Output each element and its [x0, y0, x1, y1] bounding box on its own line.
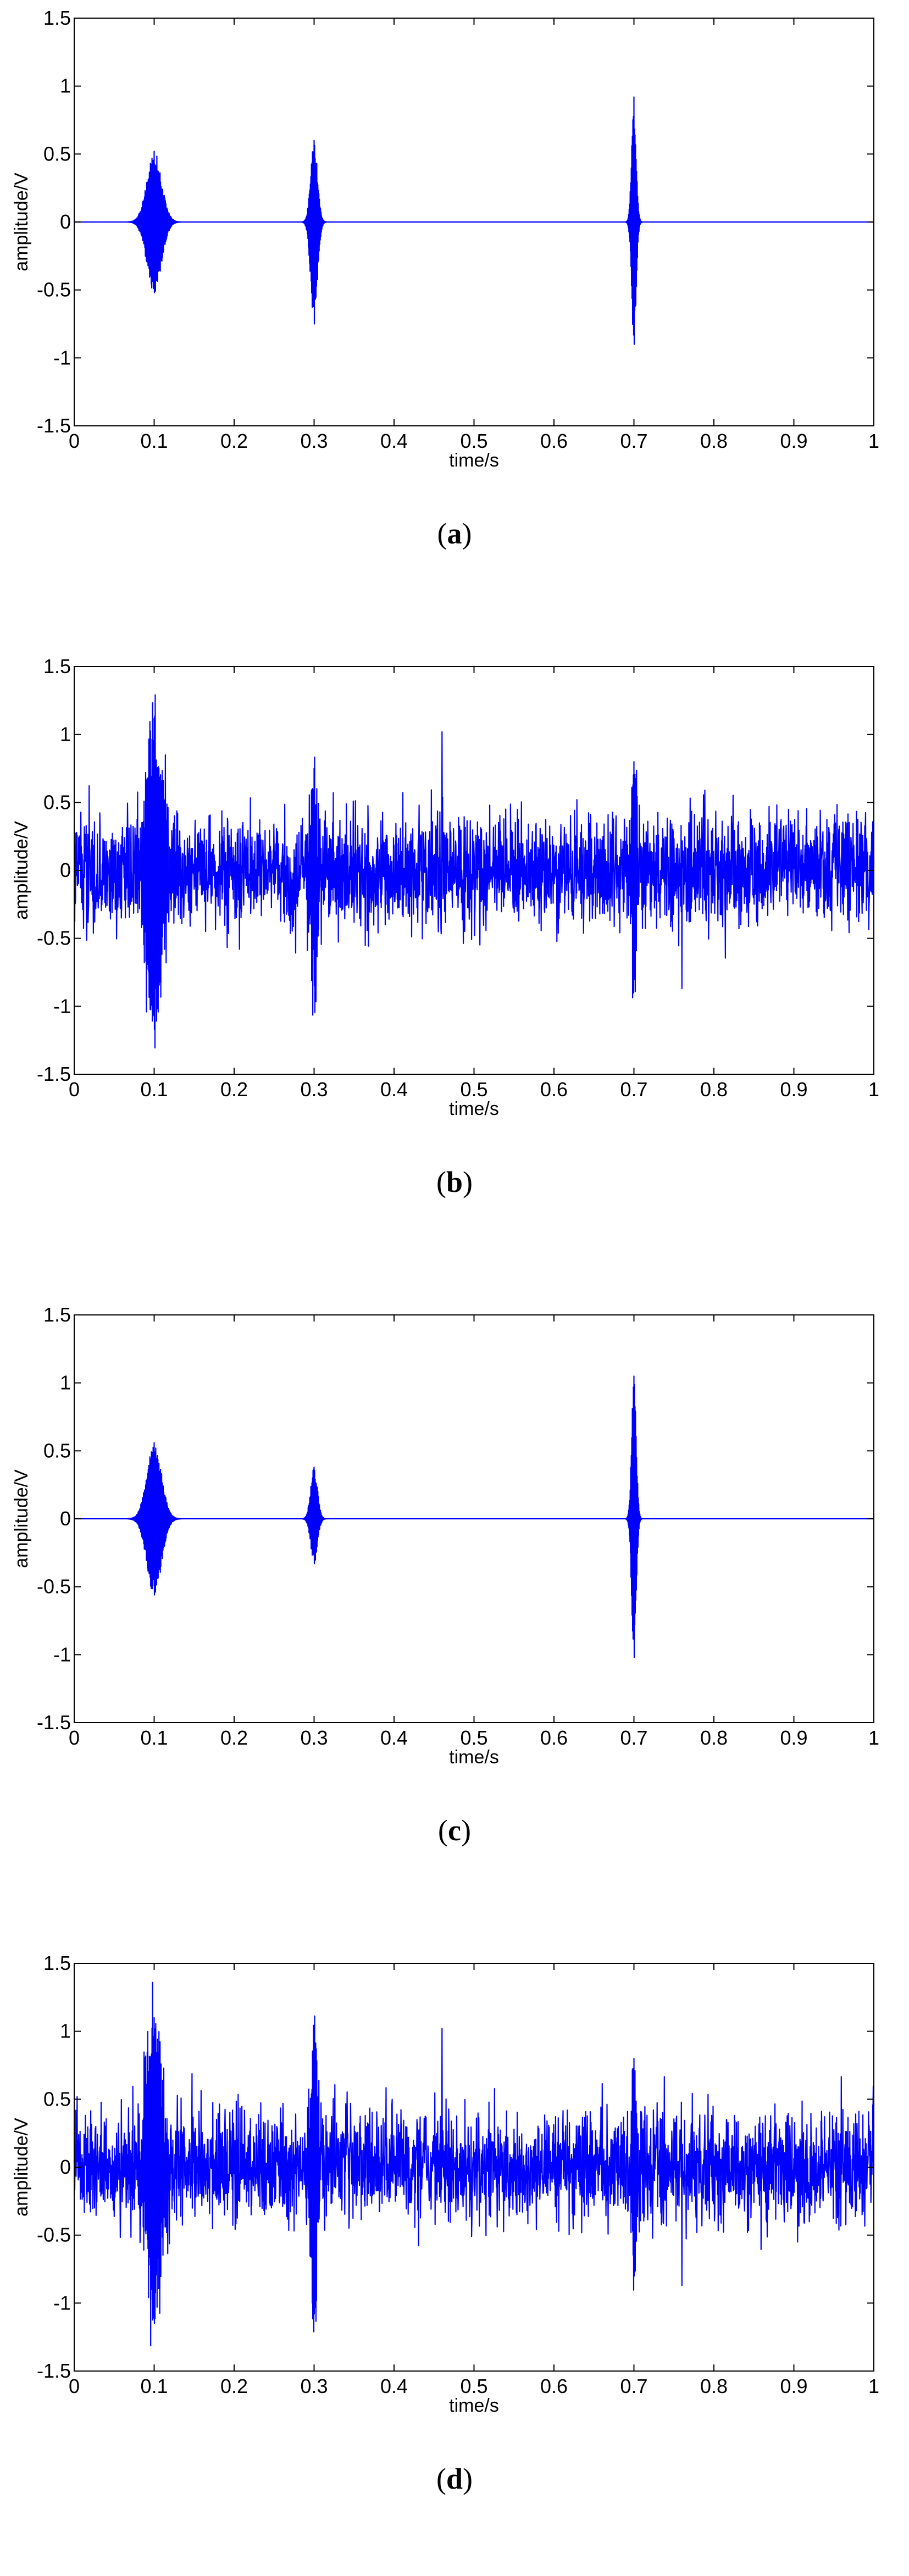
y-tick-label: 1	[60, 723, 71, 746]
x-tick-label: 0.1	[140, 430, 168, 452]
y-tick-label: -1.5	[37, 1711, 71, 1734]
x-tick-label: 0	[69, 2375, 80, 2397]
y-tick-label: -1	[53, 346, 71, 369]
y-axis-label: amplitude/V	[11, 2118, 32, 2217]
x-tick-label: 0.7	[620, 1078, 647, 1101]
chart-panel-a: 0 0.1 0.2 0.3 0.4 0.5 0.6 0.7 0.8 0.9 1 -1.5 -1 -0.5 0…	[0, 0, 909, 631]
x-tick-label: 0.7	[620, 430, 647, 452]
x-axis-label: time/s	[449, 2395, 499, 2416]
x-tick-label: 0.6	[540, 1726, 568, 1749]
signal-line	[73, 694, 875, 1049]
x-tick-label: 1	[868, 1078, 879, 1101]
x-tick-label: 0.6	[540, 2375, 568, 2397]
x-tick-label: 0.9	[780, 1078, 807, 1101]
x-tick-label: 0.4	[380, 2375, 408, 2397]
panel-caption-c: (c)	[438, 1814, 471, 1847]
signal-line	[73, 1981, 875, 2346]
x-tick-label: 0.2	[220, 1726, 248, 1749]
signal-line	[74, 96, 874, 345]
panel-caption-d: (d)	[436, 2462, 473, 2495]
y-tick-label: -1	[53, 995, 71, 1017]
x-tick-label: 0.1	[140, 1726, 168, 1749]
y-tick-label: -0.5	[37, 279, 71, 301]
panel-caption-b: (b)	[436, 1165, 473, 1198]
y-tick-label: 0	[60, 2156, 71, 2178]
y-tick-label: -1	[53, 1643, 71, 1665]
x-tick-label: 0.2	[220, 430, 248, 452]
x-axis-label: time/s	[449, 450, 499, 471]
y-tick-label: -0.5	[37, 1575, 71, 1598]
x-tick-label: 0.5	[460, 430, 487, 452]
chart-d: 0 0.1 0.2 0.3 0.4 0.5 0.6 0.7 0.8 0.9 1 -1.5 -1 -0.5 0…	[11, 1952, 879, 2416]
y-tick-label: 0	[60, 210, 71, 233]
y-tick-label: -1	[53, 2291, 71, 2314]
chart-panel-b: 0 0.1 0.2 0.3 0.4 0.5 0.6 0.7 0.8 0.9 1 -1.5 -1 -0.5 0…	[0, 648, 909, 1279]
y-axis-label: amplitude/V	[11, 821, 32, 920]
x-tick-label: 0.3	[300, 2375, 328, 2397]
x-tick-label: 1	[868, 2375, 879, 2397]
x-tick-label: 0.3	[300, 1726, 328, 1749]
y-tick-label: -0.5	[37, 2224, 71, 2246]
y-tick-label: 1.5	[43, 7, 71, 29]
y-tick-label: 1.5	[43, 1952, 71, 1974]
x-tick-label: 0.8	[700, 1078, 728, 1101]
x-tick-label: 0	[69, 430, 80, 452]
y-tick-label: 0.5	[43, 1439, 71, 1462]
y-tick-label: 1.5	[43, 655, 71, 678]
y-tick-label: 0	[60, 1507, 71, 1530]
x-axis-label: time/s	[449, 1098, 499, 1119]
x-tick-label: 0.6	[540, 430, 568, 452]
x-tick-label: 0.9	[780, 430, 807, 452]
y-tick-label: 1	[60, 75, 71, 97]
x-tick-label: 0.5	[460, 1078, 487, 1101]
x-tick-label: 1	[868, 430, 879, 452]
chart-panel-c: 0 0.1 0.2 0.3 0.4 0.5 0.6 0.7 0.8 0.9 1 -1.5 -1 -0.5 0…	[0, 1297, 909, 1928]
x-tick-label: 1	[868, 1726, 879, 1749]
chart-a: 0 0.1 0.2 0.3 0.4 0.5 0.6 0.7 0.8 0.9 1 -1.5 -1 -0.5 0…	[11, 7, 879, 471]
x-tick-label: 0.8	[700, 2375, 728, 2397]
y-tick-label: 1	[60, 1372, 71, 1394]
x-tick-label: 0.2	[220, 1078, 248, 1101]
x-tick-label: 0.4	[380, 1078, 408, 1101]
x-tick-label: 0.4	[380, 430, 408, 452]
chart-panel-d: 0 0.1 0.2 0.3 0.4 0.5 0.6 0.7 0.8 0.9 1 -1.5 -1 -0.5 0…	[0, 1945, 909, 2576]
y-tick-label: 0.5	[43, 2088, 71, 2110]
y-tick-label: 0	[60, 859, 71, 881]
x-tick-label: 0	[69, 1078, 80, 1101]
x-tick-label: 0.8	[700, 430, 728, 452]
x-tick-label: 0.5	[460, 2375, 487, 2397]
x-tick-label: 0.1	[140, 1078, 168, 1101]
x-tick-label: 0.7	[620, 1726, 647, 1749]
x-axis-label: time/s	[449, 1747, 499, 1768]
x-tick-label: 0.3	[300, 1078, 328, 1101]
y-tick-label: -0.5	[37, 927, 71, 950]
y-tick-label: -1.5	[37, 2360, 71, 2382]
x-tick-label: 0.9	[780, 1726, 807, 1749]
y-tick-label: -1.5	[37, 1063, 71, 1085]
x-tick-label: 0.1	[140, 2375, 168, 2397]
x-tick-label: 0.9	[780, 2375, 807, 2397]
y-tick-label: 1	[60, 2020, 71, 2042]
chart-c: 0 0.1 0.2 0.3 0.4 0.5 0.6 0.7 0.8 0.9 1 -1.5 -1 -0.5 0…	[11, 1303, 879, 1768]
x-tick-label: 0.5	[460, 1726, 487, 1749]
x-tick-label: 0.2	[220, 2375, 248, 2397]
chart-b: 0 0.1 0.2 0.3 0.4 0.5 0.6 0.7 0.8 0.9 1 -1.5 -1 -0.5 0…	[11, 655, 879, 1119]
y-tick-label: -1.5	[37, 414, 71, 437]
x-tick-label: 0.4	[380, 1726, 408, 1749]
y-tick-label: 0.5	[43, 791, 71, 813]
x-tick-label: 0.7	[620, 2375, 647, 2397]
y-axis-label: amplitude/V	[11, 1469, 32, 1568]
x-tick-label: 0.8	[700, 1726, 728, 1749]
signal-line	[74, 1375, 874, 1658]
y-tick-label: 1.5	[43, 1303, 71, 1326]
y-tick-label: 0.5	[43, 142, 71, 165]
x-tick-label: 0.3	[300, 430, 328, 452]
y-axis-label: amplitude/V	[11, 173, 32, 271]
x-tick-label: 0.6	[540, 1078, 568, 1101]
x-tick-label: 0	[69, 1726, 80, 1749]
panel-caption-a: (a)	[437, 517, 472, 550]
